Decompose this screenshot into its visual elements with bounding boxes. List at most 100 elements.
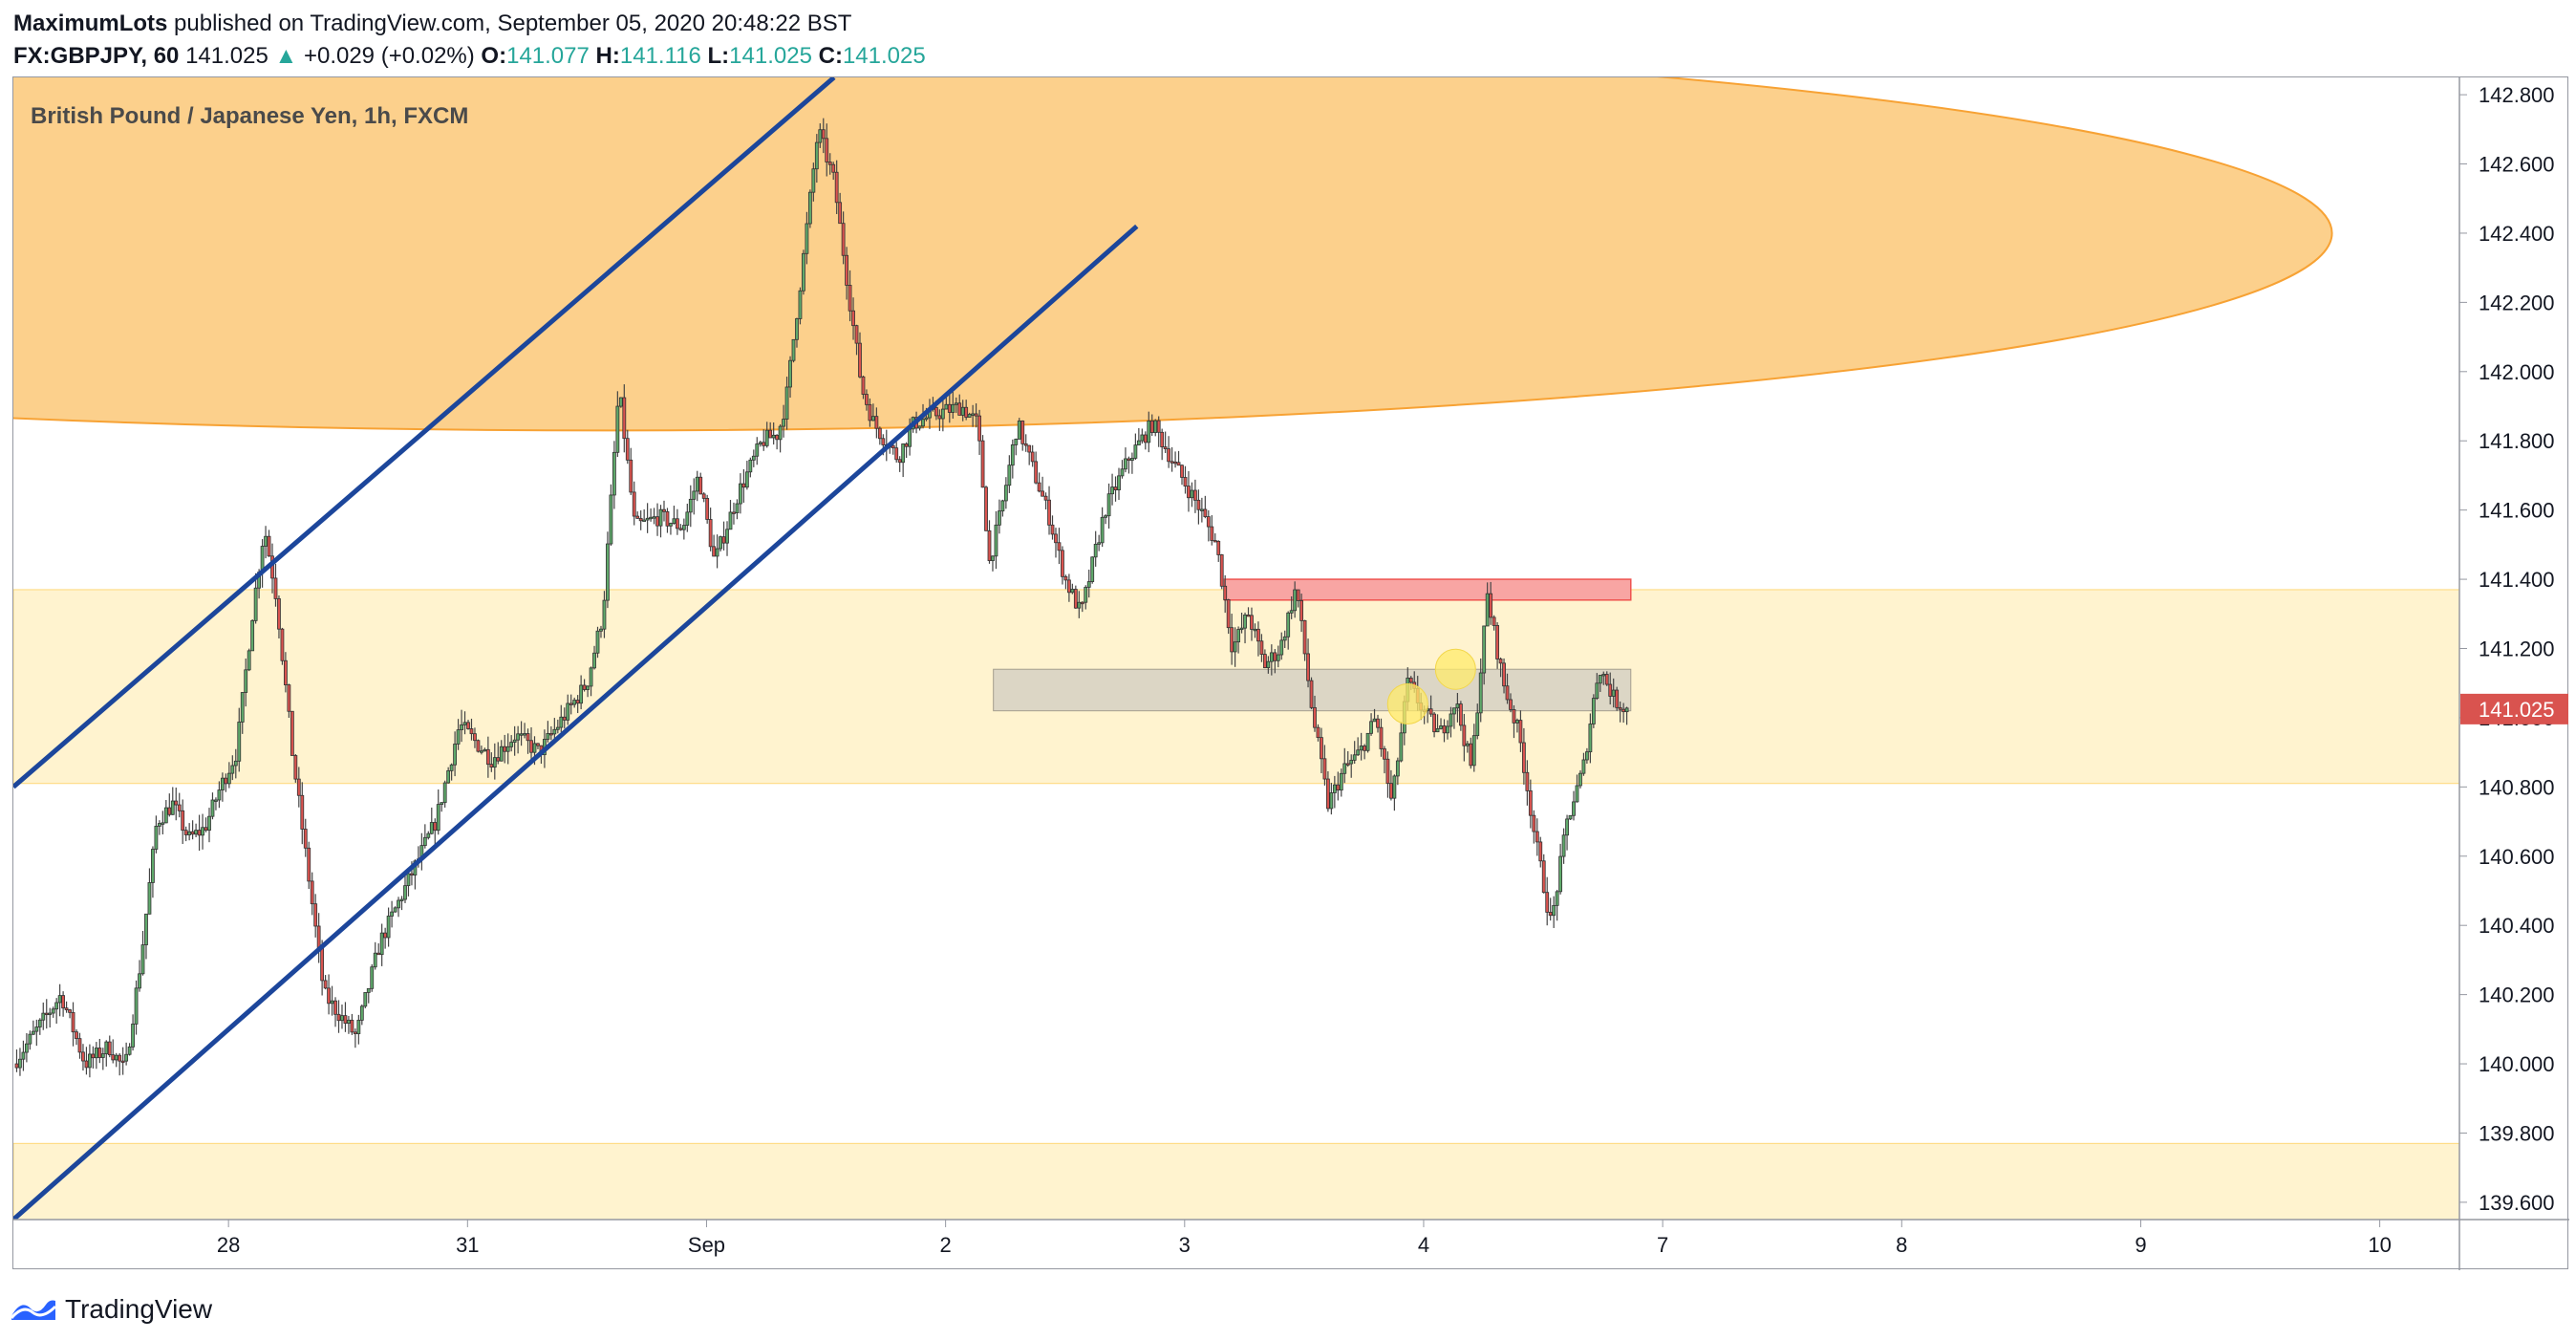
candle-body bbox=[81, 1051, 85, 1062]
candle-body bbox=[84, 1060, 89, 1069]
candle-body bbox=[167, 807, 172, 815]
candle-body bbox=[1538, 841, 1543, 862]
price-chart[interactable]: British Pound / Japanese Yen, 1h, FXCM 14… bbox=[13, 77, 2569, 1270]
candle-body bbox=[473, 733, 477, 742]
candle-body bbox=[868, 403, 872, 421]
candle-body bbox=[1086, 581, 1091, 588]
candle-body bbox=[1226, 599, 1231, 629]
up-arrow-icon: ▲ bbox=[274, 43, 298, 69]
candle-body bbox=[144, 913, 148, 945]
candle-body bbox=[140, 944, 145, 975]
candle-body bbox=[1043, 495, 1048, 501]
candle-body bbox=[1117, 475, 1121, 490]
price-tick-label: 140.400 bbox=[2479, 914, 2555, 938]
candle-body bbox=[28, 1033, 32, 1045]
candle-body bbox=[476, 740, 481, 752]
candle-body bbox=[383, 932, 388, 939]
candle-body bbox=[1575, 785, 1579, 803]
candle-body bbox=[310, 880, 314, 905]
candle-body bbox=[267, 535, 271, 557]
candle-body bbox=[1495, 625, 1499, 659]
candle-body bbox=[1336, 784, 1341, 791]
candle-body bbox=[440, 802, 444, 805]
candle-body bbox=[904, 443, 909, 447]
candle-body bbox=[1302, 619, 1307, 655]
candle-body bbox=[1376, 718, 1380, 728]
candle-body bbox=[552, 728, 557, 735]
candle-body bbox=[675, 518, 679, 530]
candle-body bbox=[519, 733, 524, 736]
candle-body bbox=[1156, 420, 1161, 433]
candle-body bbox=[410, 873, 414, 875]
candle-body bbox=[1199, 508, 1204, 511]
candle-body bbox=[1073, 589, 1078, 609]
candle-body bbox=[1097, 542, 1102, 545]
candle-body bbox=[499, 746, 504, 762]
tradingview-logo-icon[interactable] bbox=[10, 1295, 57, 1324]
candle-body bbox=[406, 873, 411, 887]
published-text: published on TradingView.com, September … bbox=[167, 11, 852, 36]
candle-body bbox=[1581, 759, 1586, 774]
candle-body bbox=[442, 782, 447, 804]
price-tick-label: 140.000 bbox=[2479, 1052, 2555, 1076]
candle-body bbox=[548, 733, 553, 736]
candle-body bbox=[908, 428, 912, 447]
candle-body bbox=[854, 325, 859, 344]
candle-body bbox=[489, 764, 494, 768]
candle-body bbox=[721, 536, 726, 544]
candle-body bbox=[181, 810, 185, 832]
time-tick-label: 7 bbox=[1657, 1233, 1668, 1257]
candle-body bbox=[1465, 743, 1470, 746]
candle-body bbox=[480, 750, 483, 753]
candle-body bbox=[1246, 614, 1251, 617]
candle-body bbox=[788, 359, 792, 388]
candle-body bbox=[998, 510, 1001, 526]
candle-body bbox=[94, 1048, 98, 1059]
time-tick-label: 3 bbox=[1179, 1233, 1191, 1257]
candle-body bbox=[698, 476, 703, 495]
candle-body bbox=[984, 486, 988, 531]
tradingview-brand[interactable]: TradingView bbox=[65, 1294, 213, 1324]
candle-body bbox=[1256, 628, 1260, 642]
candle-body bbox=[1106, 493, 1111, 517]
candle-body bbox=[64, 1007, 69, 1010]
candle-body bbox=[1383, 748, 1386, 760]
candle-body bbox=[1552, 904, 1556, 917]
candle-body bbox=[1452, 707, 1456, 715]
candle-body bbox=[1273, 652, 1277, 661]
price-tick-label: 139.600 bbox=[2479, 1191, 2555, 1215]
candle-body bbox=[397, 899, 400, 909]
chart-frame[interactable]: British Pound / Japanese Yen, 1h, FXCM 14… bbox=[12, 76, 2569, 1270]
candle-body bbox=[356, 1019, 361, 1034]
candle-body bbox=[672, 518, 676, 524]
candle-body bbox=[1070, 589, 1075, 594]
candle-body bbox=[1332, 784, 1337, 793]
candle-body bbox=[917, 425, 922, 429]
candle-body bbox=[881, 438, 886, 445]
candle-body bbox=[1439, 725, 1443, 729]
candle-body bbox=[1289, 610, 1294, 614]
candle-body bbox=[1372, 718, 1377, 723]
candle-body bbox=[1196, 499, 1201, 510]
candle-body bbox=[75, 1031, 78, 1040]
candle-body bbox=[1528, 789, 1533, 816]
candle-body bbox=[575, 700, 580, 704]
candle-body bbox=[1345, 763, 1350, 766]
candle-body bbox=[340, 1015, 344, 1022]
candle-body bbox=[433, 822, 438, 832]
candle-body bbox=[1535, 831, 1539, 843]
candle-body bbox=[469, 728, 474, 735]
symbol-label[interactable]: FX:GBPJPY, 60 bbox=[13, 43, 180, 69]
author-name[interactable]: MaximumLots bbox=[13, 11, 168, 36]
last-price: 141.025 bbox=[185, 43, 268, 69]
candle-body bbox=[1127, 458, 1131, 462]
candle-body bbox=[34, 1027, 39, 1032]
candle-body bbox=[157, 823, 161, 827]
candle-body bbox=[127, 1046, 132, 1055]
candle-body bbox=[1435, 727, 1440, 733]
candle-body bbox=[77, 1038, 82, 1053]
candle-body bbox=[954, 402, 958, 405]
candle-body bbox=[1320, 737, 1323, 760]
candle-body bbox=[244, 669, 248, 693]
candle-body bbox=[1110, 486, 1114, 495]
